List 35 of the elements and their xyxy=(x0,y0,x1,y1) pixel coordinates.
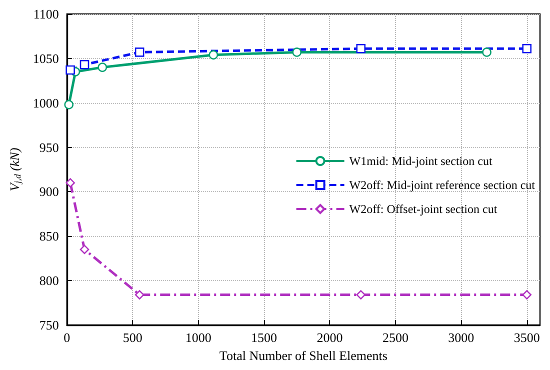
point xyxy=(356,44,366,54)
point xyxy=(134,290,144,300)
point xyxy=(80,60,90,70)
point xyxy=(356,290,366,300)
y-tick-label: 800 xyxy=(39,273,59,288)
y-tick-label: 900 xyxy=(39,184,59,200)
point xyxy=(292,48,302,57)
x-tick-label: 1500 xyxy=(251,330,278,345)
x-tick-label: 2500 xyxy=(382,330,408,345)
point xyxy=(134,48,144,57)
y-tick-label: 750 xyxy=(39,318,59,332)
x-tick-label: 1000 xyxy=(185,330,212,345)
y-tick-label: 1050 xyxy=(32,50,59,66)
y-tick-label: 1000 xyxy=(32,95,59,110)
x-tick-label: 0 xyxy=(64,330,70,345)
legend-label: W2off: Mid-joint reference section cut xyxy=(349,178,536,192)
point xyxy=(482,48,492,57)
legend-label: W2off: Offset-joint section cut xyxy=(349,202,498,216)
x-axis-title: Total Number of Shell Elements xyxy=(219,348,388,363)
y-tick-label: 850 xyxy=(39,228,59,244)
y-tick-label: 1100 xyxy=(33,6,59,22)
legend-label: W1mid: Mid-joint section cut xyxy=(349,154,493,168)
x-tick-label: 500 xyxy=(122,330,142,345)
point xyxy=(98,62,108,72)
point xyxy=(64,100,74,110)
y-tick-label: 950 xyxy=(39,140,59,155)
x-tick-label: 3500 xyxy=(514,330,540,345)
point xyxy=(208,50,218,60)
point xyxy=(66,65,75,75)
point xyxy=(80,244,90,254)
point xyxy=(522,44,532,54)
point xyxy=(522,290,532,300)
x-tick-label: 2000 xyxy=(316,330,343,345)
point xyxy=(66,178,75,188)
x-tick-label: 3000 xyxy=(448,330,474,345)
